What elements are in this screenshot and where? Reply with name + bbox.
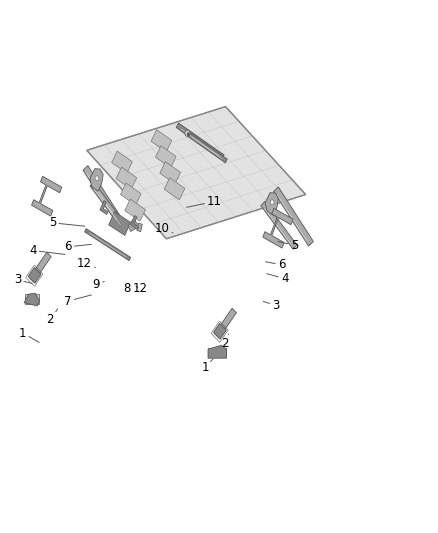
Polygon shape <box>131 215 139 229</box>
Text: 1: 1 <box>19 327 39 342</box>
Circle shape <box>95 176 99 181</box>
Text: 5: 5 <box>49 216 85 229</box>
Polygon shape <box>83 166 123 225</box>
Polygon shape <box>85 229 131 261</box>
Text: 12: 12 <box>133 282 148 295</box>
Polygon shape <box>90 168 103 191</box>
Text: 3: 3 <box>263 299 279 312</box>
Polygon shape <box>176 123 224 159</box>
Text: 10: 10 <box>155 222 173 235</box>
Text: 1: 1 <box>201 359 213 374</box>
Text: 8: 8 <box>124 282 131 295</box>
Text: 12: 12 <box>77 257 95 270</box>
Polygon shape <box>208 348 226 357</box>
Polygon shape <box>109 212 131 236</box>
Polygon shape <box>120 183 141 205</box>
Text: 4: 4 <box>29 244 65 257</box>
Polygon shape <box>87 107 306 239</box>
Polygon shape <box>90 182 126 230</box>
Polygon shape <box>128 219 142 232</box>
Polygon shape <box>29 252 51 282</box>
Polygon shape <box>160 161 180 184</box>
Text: 5: 5 <box>278 239 298 252</box>
Polygon shape <box>265 192 279 215</box>
Polygon shape <box>151 130 172 152</box>
Polygon shape <box>213 324 226 339</box>
Text: 7: 7 <box>64 295 92 308</box>
Text: 6: 6 <box>64 240 92 253</box>
Text: 9: 9 <box>92 278 104 291</box>
Text: 3: 3 <box>14 273 32 286</box>
Text: 11: 11 <box>187 195 222 208</box>
Polygon shape <box>116 167 137 189</box>
Polygon shape <box>215 308 237 338</box>
Polygon shape <box>263 208 293 248</box>
Polygon shape <box>273 187 314 246</box>
Text: 6: 6 <box>265 259 286 271</box>
Polygon shape <box>155 146 176 168</box>
Text: 2: 2 <box>46 309 58 326</box>
Circle shape <box>187 133 190 136</box>
Text: 2: 2 <box>221 334 229 350</box>
Polygon shape <box>112 151 132 173</box>
Polygon shape <box>28 268 41 283</box>
Polygon shape <box>261 201 297 249</box>
Polygon shape <box>187 133 227 163</box>
Polygon shape <box>25 294 39 304</box>
Circle shape <box>270 200 274 205</box>
Polygon shape <box>164 177 185 200</box>
Circle shape <box>185 130 190 136</box>
Polygon shape <box>32 176 62 216</box>
Polygon shape <box>100 200 108 214</box>
Polygon shape <box>208 345 226 358</box>
Polygon shape <box>24 293 39 306</box>
Polygon shape <box>125 199 145 221</box>
Text: 4: 4 <box>267 272 289 285</box>
